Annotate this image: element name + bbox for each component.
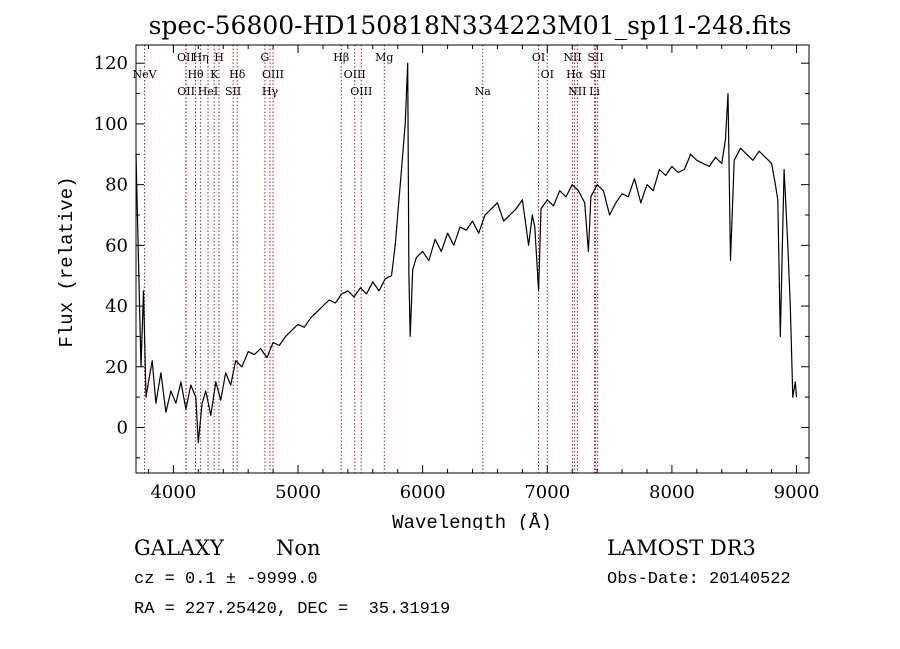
y-tick-label: 40 (105, 296, 128, 317)
line-marker-label: OIII (262, 68, 284, 81)
line-marker-label: K (210, 68, 219, 81)
x-tick-label: 4000 (150, 482, 196, 503)
y-tick-label: 100 (94, 114, 128, 135)
line-marker-label: Na (475, 85, 492, 98)
line-marker-label: Mg (375, 51, 393, 64)
y-tick-label: 120 (94, 53, 128, 74)
y-axis: 0 20 40 60 80 100 120 (94, 53, 809, 459)
chart-title: spec-56800-HD150818N334223M01_sp11-248.f… (149, 11, 792, 40)
line-marker-label: G (261, 51, 270, 64)
spectrum-series-line (135, 62, 798, 444)
object-subclass: Non (276, 536, 321, 560)
line-marker-label: SII (590, 68, 606, 81)
line-marker-label: SII (225, 85, 241, 98)
y-tick-label: 0 (117, 417, 128, 438)
y-tick-label: 60 (105, 235, 128, 256)
line-marker-label: Hγ (262, 85, 279, 98)
line-marker-label: H (214, 51, 224, 64)
line-marker-label: Hα (566, 68, 584, 81)
x-tick-label: 5000 (275, 482, 321, 503)
x-tick-label: 9000 (774, 482, 820, 503)
line-marker-label: OII (177, 85, 195, 98)
line-marker-label: Hδ (229, 68, 246, 81)
y-tick-label: 20 (105, 357, 128, 378)
line-marker-label: OIII (350, 85, 372, 98)
line-marker-label: Hη (193, 51, 209, 64)
y-tick-label: 80 (105, 175, 128, 196)
line-marker-label: OIII (344, 68, 366, 81)
x-tick-label: 8000 (649, 482, 695, 503)
line-marker-label: SII (587, 51, 603, 64)
spectrum-chart: spec-56800-HD150818N334223M01_sp11-248.f… (56, 11, 820, 530)
line-marker-label: NII (563, 51, 581, 64)
observation-date: Obs-Date: 20140522 (607, 570, 791, 589)
coordinates: RA = 227.25420, DEC = 35.31919 (134, 600, 451, 619)
line-marker-label: Hθ (187, 68, 204, 81)
line-marker-label: NII (568, 85, 586, 98)
line-marker-label: Li (589, 85, 600, 98)
line-marker-label: HeI (198, 85, 218, 98)
redshift-info: cz = 0.1 ± -9999.0 (134, 570, 318, 589)
y-axis-label: Flux (relative) (56, 176, 78, 347)
survey-name: LAMOST DR3 (607, 536, 756, 560)
line-marker-label: OI (532, 51, 545, 64)
line-marker-label: NeV (133, 68, 158, 81)
line-marker-label: Hβ (333, 51, 349, 64)
line-marker-label: OI (541, 68, 554, 81)
x-axis-label: Wavelength (Å) (392, 512, 552, 530)
x-tick-label: 6000 (400, 482, 446, 503)
x-tick-label: 7000 (524, 482, 570, 503)
line-marker-label: OII (177, 51, 195, 64)
object-class: GALAXY (134, 536, 224, 560)
x-axis: 4000 5000 6000 7000 8000 9000 (147, 45, 820, 503)
